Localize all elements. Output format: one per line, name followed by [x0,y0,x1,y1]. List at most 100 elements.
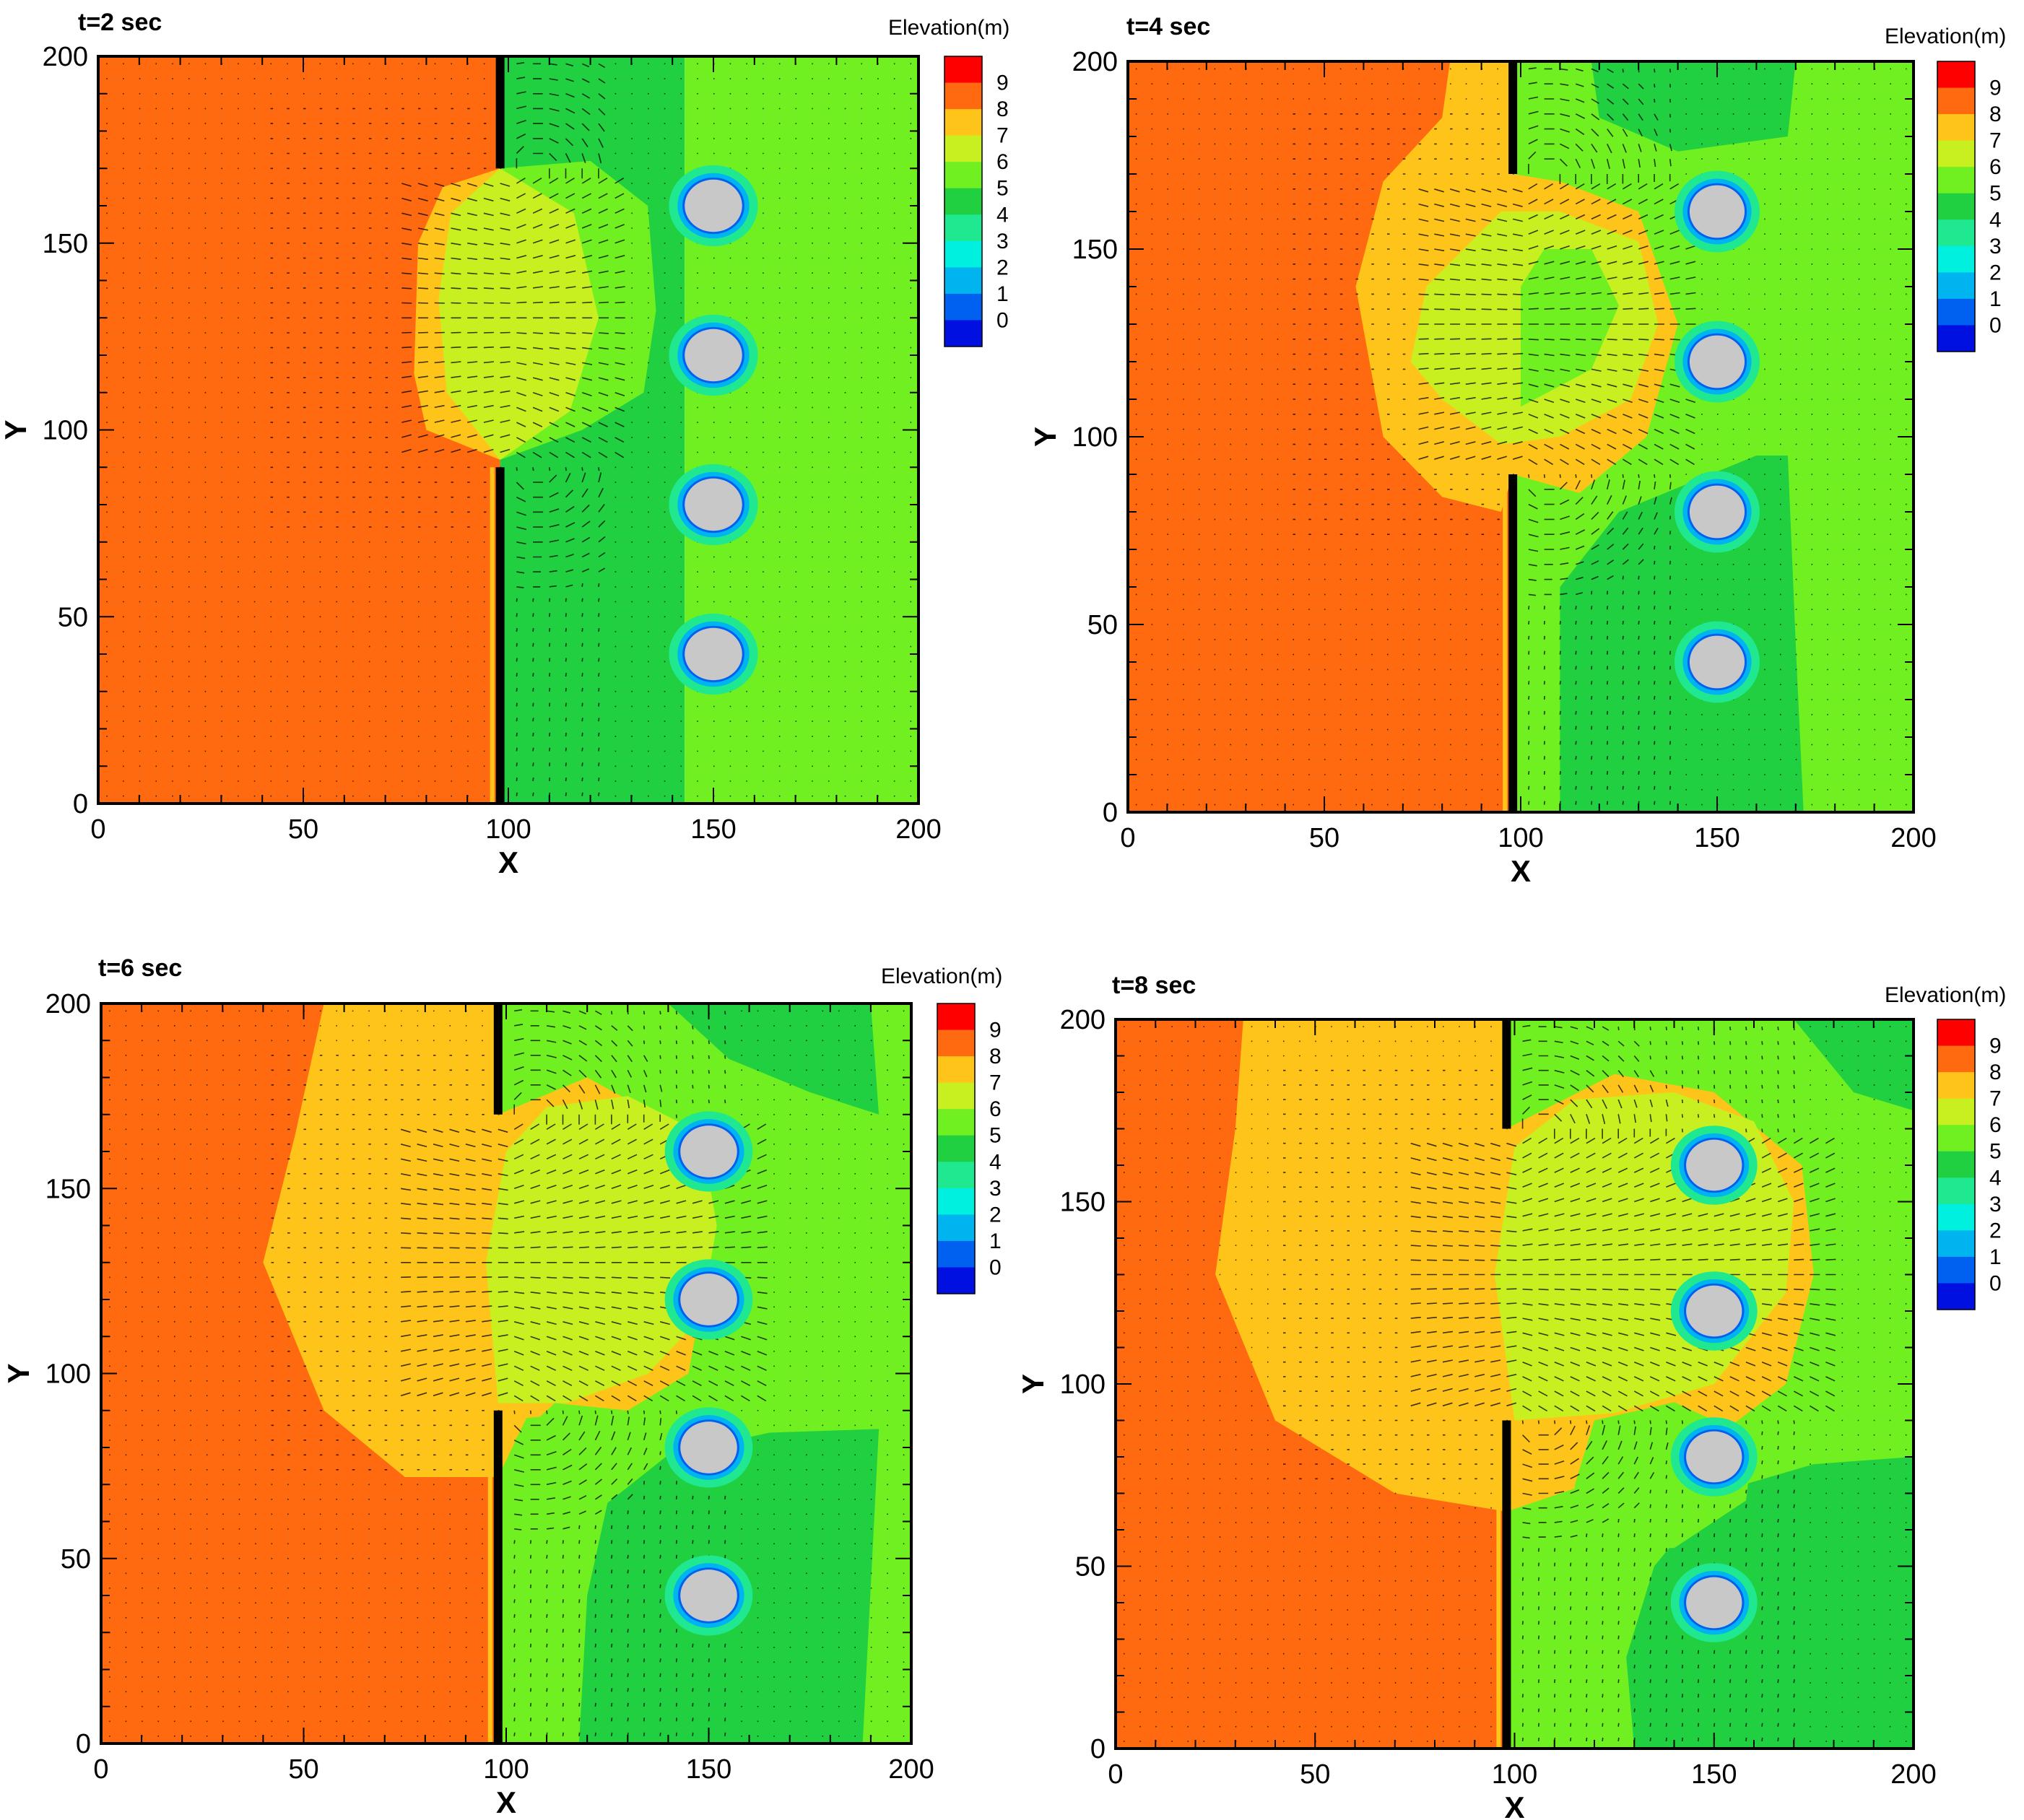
legend-level-label: 9 [1989,1035,2002,1058]
dam-wall-lower [1502,1420,1511,1749]
axis-ticks [97,56,919,804]
legend-swatch [937,1029,975,1057]
x-tick-label: 200 [1890,1759,1936,1790]
dam-wall-upper [1508,61,1518,174]
y-tick-label: 0 [1103,798,1118,828]
x-axis-label: X [498,845,518,879]
pier-4 [1686,1139,1742,1191]
legend-swatch [937,1188,975,1215]
legend-frame [937,1003,976,1294]
legend-swatch [944,267,982,295]
legend-swatch [1937,1230,1975,1258]
contour-region-level-6 [685,56,918,804]
y-tick-label: 100 [1060,1370,1106,1400]
legend-level-label: 6 [1989,1113,2002,1137]
legend-level-label: 1 [1989,287,2002,311]
contour-region-level-6 [1521,249,1619,407]
legend-swatch [937,1214,975,1242]
velocity-vectors [106,62,912,797]
y-tick-label: 100 [1072,422,1118,453]
x-tick-label: 150 [1691,1759,1737,1790]
legend-level-label: 6 [996,150,1009,174]
dam-wall-lower [493,1410,503,1743]
legend-level-label: 2 [996,256,1009,279]
x-tick-label: 0 [1108,1759,1123,1790]
contour-region-level-5 [1560,456,1804,812]
x-tick-label: 50 [1309,823,1339,853]
plot-area [98,56,918,804]
legend-level-label: 1 [989,1229,1002,1253]
legend-frame [944,56,983,347]
dam-wall-edge [1503,474,1508,812]
legend-level-label: 0 [1989,1271,2002,1295]
y-axis-label: Y [1016,1374,1050,1394]
legend-level-label: 9 [989,1019,1002,1042]
pier-3 [1689,335,1745,388]
legend-swatch [944,293,982,321]
vector-field [1135,67,1907,806]
legend-level-label: 3 [996,230,1009,253]
pier-1 [685,627,742,681]
plot-area [1128,61,1914,812]
pier-3 [1686,1285,1742,1337]
legend-title: Elevation(m) [888,16,1009,40]
x-tick-label: 50 [1300,1759,1330,1790]
dam-wall-lower [1508,474,1518,812]
x-tick-label: 150 [690,814,736,845]
legend-level-label: 9 [1989,77,2002,100]
legend-swatch [937,1056,975,1084]
y-tick-label: 150 [1060,1188,1106,1218]
y-tick-label: 100 [43,416,88,446]
legend-level-label: 5 [1989,1140,2002,1164]
dam-wall-lower [495,467,505,804]
legend-swatch [1937,219,1975,247]
legend-level-label: 2 [1989,1219,2002,1242]
y-tick-label: 0 [73,789,88,819]
legend-swatch [937,1267,975,1294]
y-tick-label: 200 [1072,47,1118,77]
x-tick-label: 150 [686,1754,731,1785]
vector-field [1124,1024,1907,1742]
y-tick-label: 150 [1072,235,1118,265]
legend-level-label: 6 [989,1097,1002,1121]
pier-1 [680,1569,737,1621]
legend-swatch [937,1109,975,1136]
x-tick-label: 200 [895,814,941,845]
panel-title: t=2 sec [78,9,162,36]
legend-level-label: 2 [989,1203,1002,1227]
x-tick-label: 0 [90,814,105,845]
y-tick-label: 50 [1075,1552,1106,1582]
legend-level-label: 7 [1989,129,2002,153]
y-axis-label: Y [1028,427,1062,447]
legend-swatch [944,135,982,162]
legend-level-label: 8 [989,1045,1002,1068]
legend-level-label: 8 [1989,103,2002,126]
pier-2 [1689,485,1745,539]
legend-swatch [1937,272,1975,300]
legend-swatch [944,240,982,268]
x-tick-label: 150 [1694,823,1739,853]
pier-3 [685,328,742,382]
legend-swatch [1937,1098,1975,1125]
legend-level-label: 9 [996,71,1009,95]
y-tick-label: 50 [61,1544,91,1575]
velocity-vectors [1124,1024,1907,1742]
legend-swatch [1937,1019,1975,1047]
contour-region-level-5 [1591,61,1796,152]
dam-wall-edge [1496,1420,1501,1749]
dam-wall-upper [493,1003,503,1115]
legend-swatch [1937,325,1975,352]
legend-level-label: 4 [1989,1166,2002,1190]
velocity-vectors [1135,67,1907,806]
legend-level-label: 2 [1989,261,2002,284]
pier-1 [1689,635,1745,689]
y-tick-label: 50 [1087,610,1118,640]
y-tick-label: 200 [43,42,88,72]
y-tick-label: 100 [45,1359,91,1390]
x-axis-label: X [1504,1790,1524,1820]
